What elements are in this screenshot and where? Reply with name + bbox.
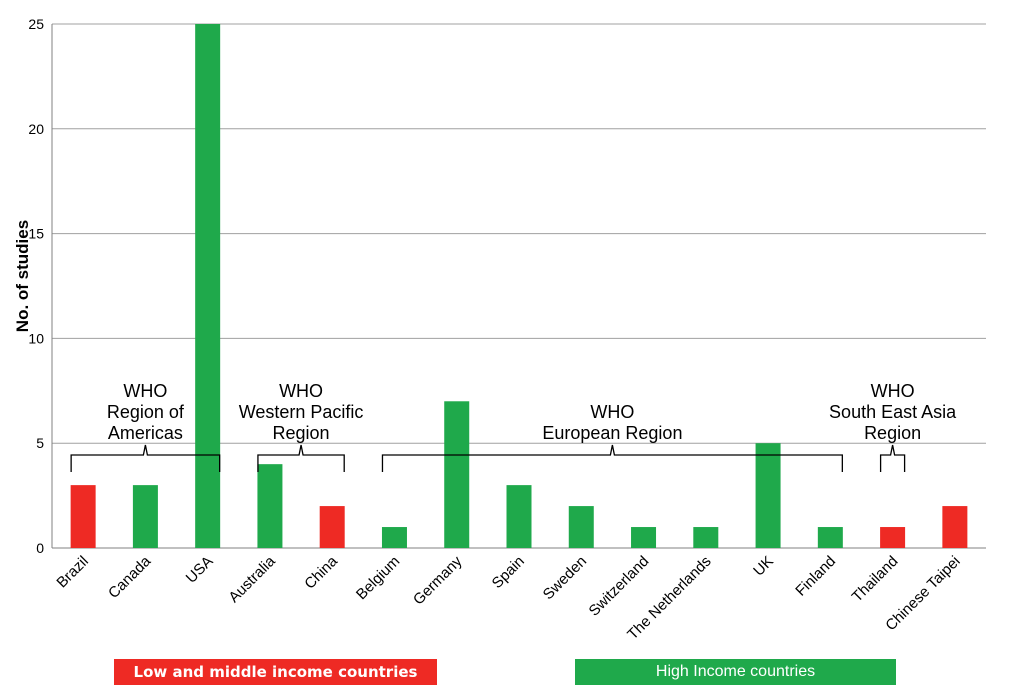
legend-high-income: High Income countries [575,659,896,685]
x-tick-label: Spain [489,553,528,592]
y-tick-label: 15 [28,226,44,242]
bar-usa [195,24,221,548]
region-brace [879,444,906,472]
x-tick-label: Belgium [353,553,403,603]
bar-spain [506,485,532,548]
x-tick-label: Thailand [849,553,902,606]
y-tick-label: 10 [28,330,44,346]
gridlines [52,23,986,444]
bar-uk [755,443,781,548]
x-tick-label: Germany [410,552,466,608]
x-tick-label: Finland [792,553,839,600]
bar-the-netherlands [693,527,719,548]
x-tick-label: USA [183,553,217,587]
bar-switzerland [631,527,657,548]
bar-thailand [880,527,906,548]
region-brace [70,444,221,472]
region-label: WHO [590,402,634,422]
y-tick-label: 20 [28,121,44,137]
bar-finland [817,527,843,548]
bar-sweden [568,506,594,548]
bar-china [319,506,345,548]
bar-canada [132,485,158,548]
region-label: WHO [123,381,167,401]
region-label: Region [273,423,330,443]
legend-low-middle-income: Low and middle income countries [114,659,437,685]
x-tick-label: UK [750,553,777,580]
region-label: South East Asia [829,402,957,422]
x-tick-label: Australia [225,552,279,606]
bar-brazil [70,485,96,548]
bar-australia [257,464,283,548]
region-label: WHO [279,381,323,401]
region-brace [257,444,345,472]
x-axis-labels: Brazil Canada USA Australia China Belgium Germ… [53,552,963,643]
region-label: Region [864,423,921,443]
region-brace [381,444,843,472]
bars [70,24,968,548]
x-tick-label: China [301,552,341,592]
y-axis-title: No. of studies [13,220,32,332]
region-label: WHO [871,381,915,401]
bar-belgium [381,527,407,548]
x-tick-label: Brazil [53,553,92,592]
region-label: Americas [108,423,183,443]
x-tick-label: Sweden [540,553,590,603]
bar-germany [444,401,470,548]
y-tick-label: 0 [36,540,44,556]
y-tick-label: 25 [28,16,44,32]
x-tick-label: Canada [105,552,155,602]
y-axis-ticks: 0 5 10 15 20 25 [28,16,44,556]
bar-chinese-taipei [942,506,968,548]
x-tick-label: Switzerland [586,553,653,620]
region-label: Region of [107,402,185,422]
region-label: European Region [542,423,682,443]
y-tick-label: 5 [36,435,44,451]
region-label: Western Pacific [239,402,364,422]
